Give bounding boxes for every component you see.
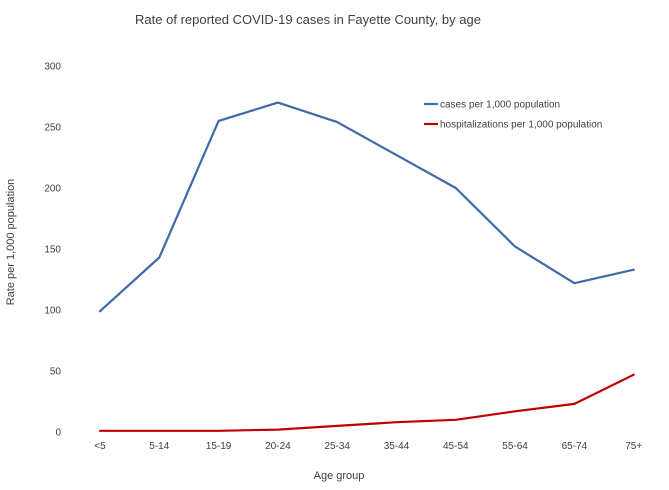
x-tick-label: 55-64 bbox=[502, 441, 528, 452]
legend-label-hospitalizations: hospitalizations per 1,000 population bbox=[440, 120, 602, 131]
hospitalizations-line bbox=[98, 373, 635, 432]
chart-title: Rate of reported COVID-19 cases in Fayet… bbox=[135, 12, 481, 27]
x-tick-label: 45-54 bbox=[443, 441, 469, 452]
y-axis-ticks: 0 50 100 150 200 250 300 bbox=[44, 62, 61, 439]
x-tick-label: 5-14 bbox=[149, 441, 169, 452]
x-axis-title: Age group bbox=[314, 470, 365, 482]
x-tick-label: <5 bbox=[94, 441, 106, 452]
y-tick-label: 100 bbox=[44, 306, 61, 317]
x-tick-label: 65-74 bbox=[562, 441, 588, 452]
legend-label-cases: cases per 1,000 population bbox=[440, 100, 560, 111]
cases-line bbox=[98, 101, 635, 313]
x-tick-label: 15-19 bbox=[206, 441, 232, 452]
legend: cases per 1,000 population hospitalizati… bbox=[424, 100, 602, 131]
y-tick-label: 200 bbox=[44, 184, 61, 195]
x-tick-label: 25-34 bbox=[324, 441, 350, 452]
y-tick-label: 250 bbox=[44, 123, 61, 134]
y-tick-label: 150 bbox=[44, 245, 61, 256]
y-tick-label: 300 bbox=[44, 62, 61, 73]
y-tick-label: 50 bbox=[50, 367, 62, 378]
y-axis-title: Rate per 1,000 population bbox=[5, 179, 17, 306]
y-tick-label: 0 bbox=[55, 428, 61, 439]
x-tick-label: 75+ bbox=[625, 441, 642, 452]
x-axis-ticks: <5 5-14 15-19 20-24 25-34 35-44 45-54 55-64 65-7… bbox=[94, 441, 642, 452]
x-tick-label: 20-24 bbox=[265, 441, 291, 452]
x-tick-label: 35-44 bbox=[384, 441, 410, 452]
series-lines bbox=[98, 101, 635, 432]
